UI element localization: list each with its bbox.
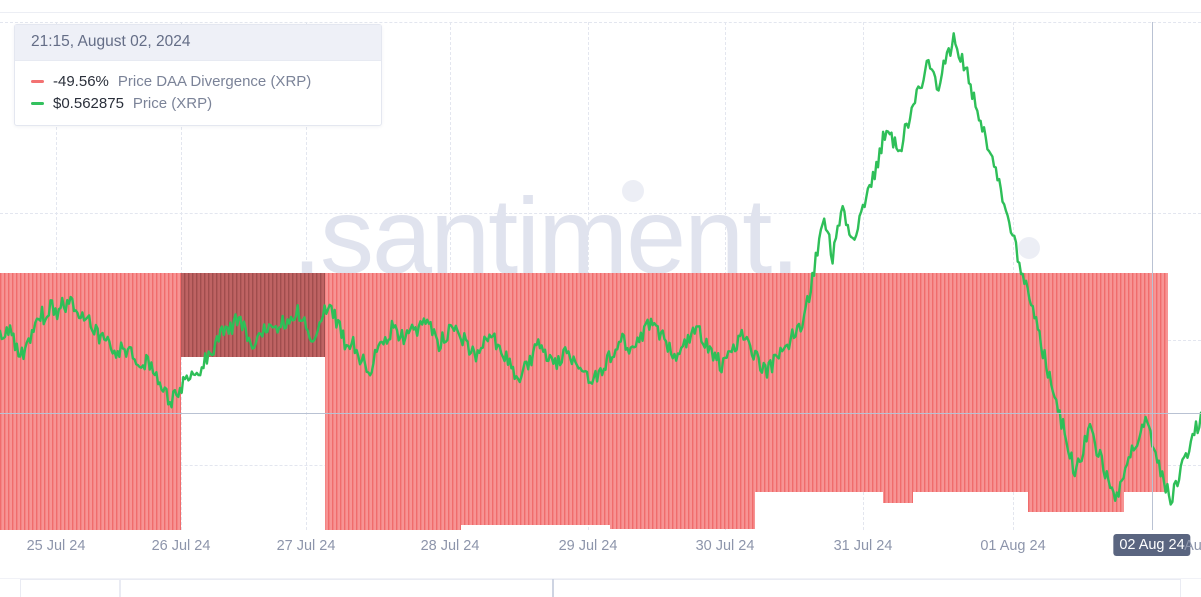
x-tick-label-active: 02 Aug 24 bbox=[1113, 534, 1191, 556]
tooltip-legend: -49.56% Price DAA Divergence (XRP) $0.56… bbox=[15, 61, 381, 125]
legend-value-price: $0.562875 bbox=[53, 94, 124, 112]
x-tick-label: 31 Jul 24 bbox=[833, 538, 893, 554]
legend-swatch-price bbox=[31, 101, 44, 105]
gridline-horizontal bbox=[0, 22, 1201, 23]
range-handle-left[interactable] bbox=[20, 579, 120, 597]
legend-label-price: Price (XRP) bbox=[132, 94, 213, 112]
legend-label-divergence: Price DAA Divergence (XRP) bbox=[117, 72, 312, 90]
panel-top-divider bbox=[0, 578, 1201, 579]
x-tick-label: 30 Jul 24 bbox=[695, 538, 755, 554]
price-line-series bbox=[0, 22, 1201, 530]
gridline-horizontal bbox=[0, 213, 1201, 214]
range-window[interactable] bbox=[120, 579, 1181, 597]
legend-item-price[interactable]: $0.562875 Price (XRP) bbox=[31, 92, 365, 114]
divergence-bar-series bbox=[0, 22, 1201, 530]
legend-value-divergence: -49.56% bbox=[53, 72, 109, 90]
x-tick-label: 01 Aug 24 bbox=[980, 538, 1046, 554]
legend-item-divergence[interactable]: -49.56% Price DAA Divergence (XRP) bbox=[31, 70, 365, 92]
chart-plot-area[interactable]: .santiment. bbox=[0, 22, 1201, 530]
chart-tooltip: 21:15, August 02, 2024 -49.56% Price DAA… bbox=[14, 24, 382, 126]
range-marker[interactable] bbox=[552, 579, 554, 597]
x-axis: 25 Jul 24 26 Jul 24 27 Jul 24 28 Jul 24 … bbox=[0, 530, 1201, 574]
legend-swatch-divergence bbox=[31, 79, 44, 83]
x-tick-label: 29 Jul 24 bbox=[558, 538, 618, 554]
x-tick-label-clipped: Au bbox=[1184, 538, 1201, 554]
x-tick-label: 28 Jul 24 bbox=[420, 538, 480, 554]
crosshair-horizontal-line bbox=[0, 413, 1201, 414]
x-tick-label: 27 Jul 24 bbox=[276, 538, 336, 554]
top-divider bbox=[0, 12, 1201, 13]
x-tick-label: 26 Jul 24 bbox=[151, 538, 211, 554]
hover-point-marker bbox=[1018, 237, 1040, 259]
range-selector-panel[interactable] bbox=[0, 578, 1201, 597]
x-tick-label: 25 Jul 24 bbox=[26, 538, 86, 554]
santiment-watermark: .santiment. bbox=[292, 175, 800, 296]
hover-point-marker bbox=[622, 180, 644, 202]
crosshair-vertical-line bbox=[1152, 22, 1153, 530]
tooltip-timestamp: 21:15, August 02, 2024 bbox=[15, 25, 381, 61]
